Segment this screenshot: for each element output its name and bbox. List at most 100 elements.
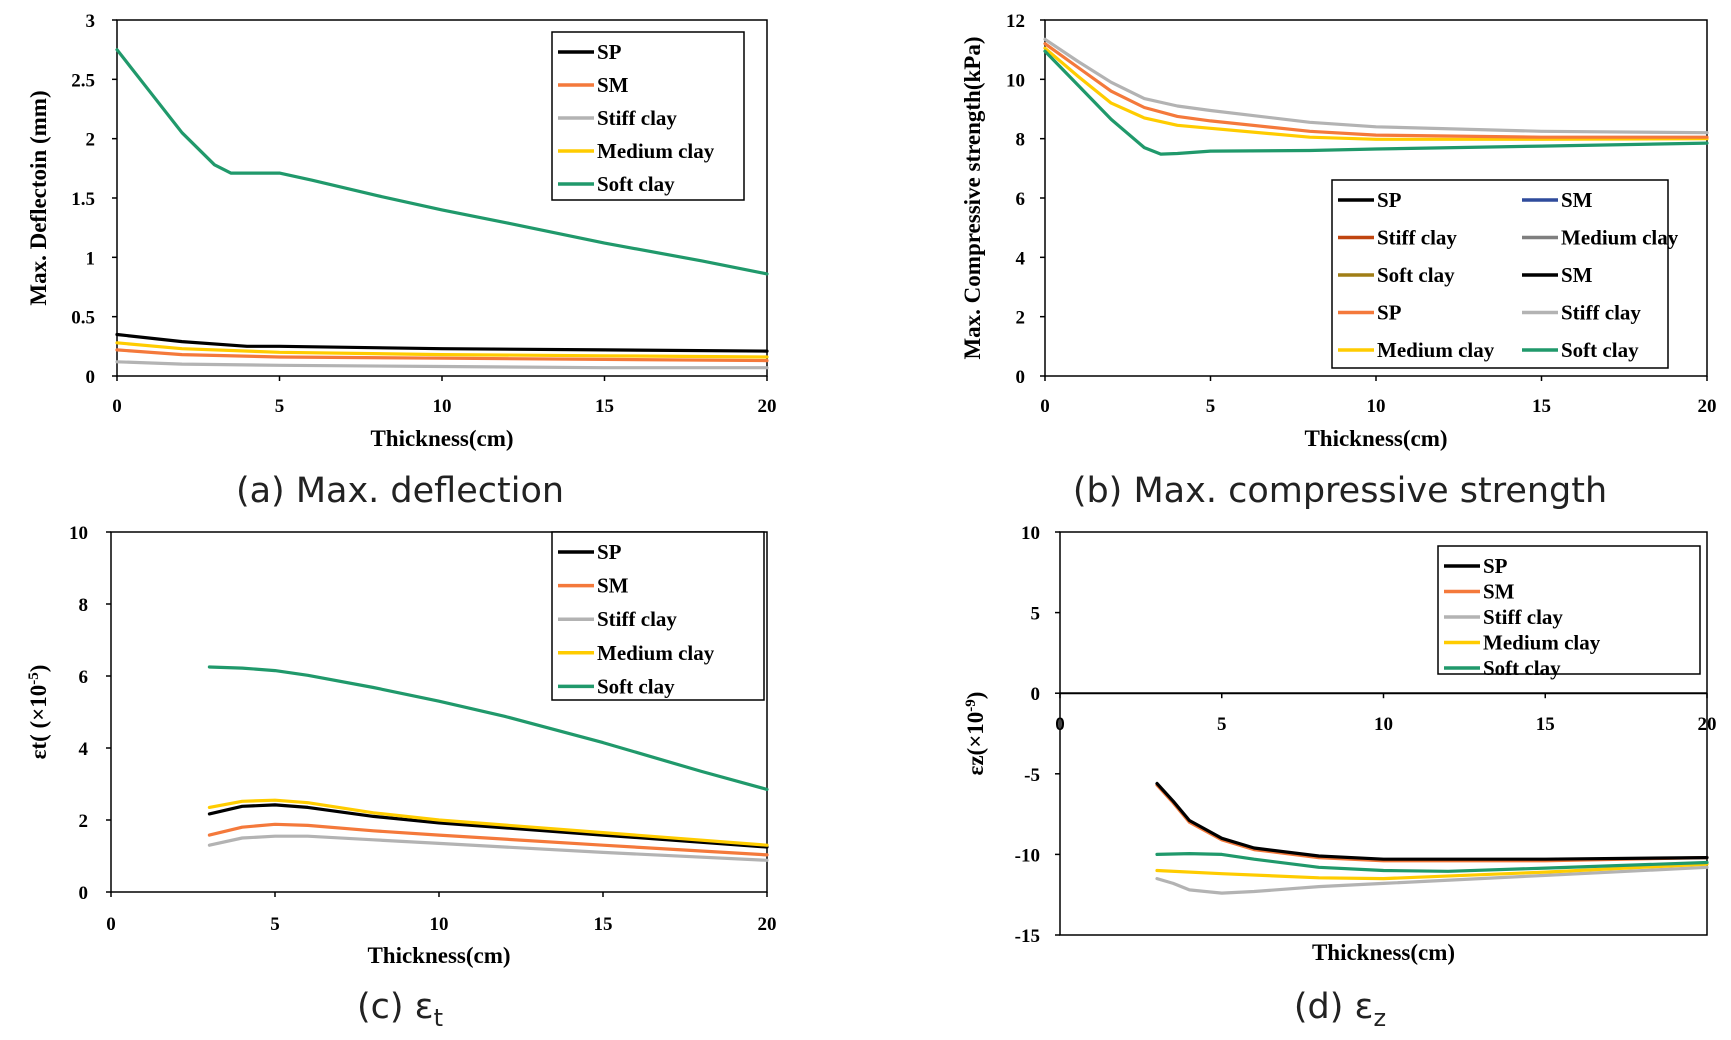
y-axis-title-exponent: -5	[26, 672, 42, 685]
y-tick-label: 10	[1006, 70, 1025, 91]
series-line-sp	[1155, 781, 1709, 861]
legend-item-medium-clay: Medium clay	[558, 139, 715, 163]
y-tick-label: 0	[1016, 367, 1026, 388]
legend-label: Stiff clay	[1483, 605, 1563, 629]
y-tick-label: 1	[86, 248, 96, 269]
legend-label: Medium clay	[1561, 226, 1679, 250]
y-tick-label: 1.5	[71, 189, 95, 210]
legend-item-sp: SP	[558, 540, 622, 564]
y-tick-label: 0	[79, 883, 89, 904]
legend-item-soft-clay: Soft clay	[558, 674, 675, 698]
x-tick-label: 0	[112, 396, 122, 417]
legend-label: Soft clay	[597, 674, 675, 698]
series-line-stiff-clay	[1155, 865, 1709, 895]
legend-label: SP	[1483, 554, 1508, 578]
y-tick-label: 2	[86, 130, 96, 151]
legend-item-medium-clay: Medium clay	[1444, 631, 1601, 655]
legend-item-stiff-clay: Stiff clay	[558, 607, 677, 631]
y-tick-label: 10	[1021, 523, 1040, 544]
y-tick-label: 4	[1016, 248, 1026, 269]
legend-label: Soft clay	[1561, 338, 1639, 362]
legend-item-medium-clay: Medium clay	[1522, 226, 1679, 250]
legend-label: SM	[597, 574, 629, 598]
x-tick-label: 0	[1055, 714, 1065, 735]
x-tick-label: 20	[1698, 396, 1717, 417]
y-tick-label: 2	[1016, 308, 1026, 329]
series-line-sp	[207, 803, 769, 849]
chart-c: 0 5 10 15 20 0 2 4 6 8 10 SP SM Stiff clay Medium clay…	[26, 523, 777, 1032]
series-line-medium-clay	[115, 341, 769, 359]
legend-label: Stiff clay	[597, 607, 677, 631]
legend-label: SP	[1377, 188, 1402, 212]
legend-label: SM	[1561, 263, 1593, 287]
panel-caption-subscript: z	[1373, 1004, 1386, 1032]
legend-label: SM	[597, 73, 629, 97]
x-axis-title: Thickness(cm)	[370, 426, 513, 451]
legend-label: Stiff clay	[597, 106, 677, 130]
y-tick-label: 8	[1016, 130, 1026, 151]
legend-item-sp: SP	[1338, 188, 1402, 212]
legend-label: Medium clay	[597, 139, 715, 163]
x-axis-title: Thickness(cm)	[1312, 940, 1455, 965]
legend-label: SM	[1561, 188, 1593, 212]
legend-box	[1331, 179, 1669, 369]
y-axis-title: εt( (×10-5)	[26, 665, 51, 760]
y-tick-label: 5	[1031, 604, 1041, 625]
legend-label: Medium clay	[597, 641, 715, 665]
x-tick-label: 0	[1040, 396, 1050, 417]
series-line-soft-clay	[1155, 851, 1709, 873]
x-tick-label: 20	[758, 396, 777, 417]
x-tick-label: 10	[430, 914, 449, 935]
legend-label: SM	[1483, 580, 1515, 604]
legend-item-medium-clay: Medium clay	[1338, 338, 1495, 362]
y-tick-label: 8	[79, 595, 89, 616]
y-axis-title: Max. Deflectoin (mm)	[26, 90, 51, 305]
y-tick-label: 10	[69, 523, 88, 544]
x-tick-label: 15	[1536, 714, 1555, 735]
legend-item-sm: SM	[1444, 580, 1515, 604]
y-tick-label: 0	[86, 367, 96, 388]
y-axis-title-exponent: -9	[963, 699, 979, 712]
x-tick-label: 15	[594, 914, 613, 935]
legend-label: SP	[597, 540, 622, 564]
legend-item-medium-clay: Medium clay	[558, 641, 715, 665]
series-line-medium-clay	[1043, 46, 1709, 141]
x-axis-title: Thickness(cm)	[367, 943, 510, 968]
x-tick-label: 10	[1374, 714, 1393, 735]
legend-box	[551, 531, 765, 701]
series-line-sm	[115, 348, 769, 363]
legend-label: SP	[1377, 301, 1402, 325]
series-line-stiff-clay	[115, 360, 769, 370]
series-line-sm	[207, 822, 769, 857]
legend-item-sm: SM	[1522, 188, 1593, 212]
y-tick-label: -5	[1024, 765, 1040, 786]
legend-label: Soft clay	[1377, 263, 1455, 287]
legend-item-stiff-clay: Stiff clay	[558, 106, 677, 130]
legend: SP SM Stiff clay Medium clay Soft clay SM SP St…	[1331, 179, 1679, 369]
legend-item-sp: SP	[558, 40, 622, 64]
x-tick-label: 5	[270, 914, 280, 935]
legend-item-soft-clay: Soft clay	[558, 172, 675, 196]
legend-label: SP	[597, 40, 622, 64]
y-tick-label: 6	[79, 667, 89, 688]
legend-item-sp: SP	[1444, 554, 1508, 578]
legend-item-stiff-clay: Stiff clay	[1522, 301, 1641, 325]
legend: SP SM Stiff clay Medium clay Soft clay	[551, 31, 745, 201]
series-line-medium-clay	[1155, 862, 1709, 881]
y-tick-label: 12	[1006, 11, 1025, 32]
x-tick-label: 20	[1698, 714, 1717, 735]
legend-item-stiff-clay: Stiff clay	[1338, 226, 1457, 250]
series-line-medium-clay	[207, 798, 769, 847]
legend-item-sp: SP	[1338, 301, 1402, 325]
y-tick-label: 2	[79, 811, 89, 832]
y-tick-label: 0	[1031, 684, 1041, 705]
panel-caption: (c) εt	[357, 987, 443, 1032]
chart-b: 0 5 10 15 20 0 2 4 6 8 10 12 SP SM Stiff clay Medium cl…	[960, 11, 1717, 511]
panel-caption: (d) εz	[1294, 987, 1386, 1032]
y-tick-label: -10	[1015, 845, 1040, 866]
legend-item-stiff-clay: Stiff clay	[1444, 605, 1563, 629]
legend-label: Soft clay	[1483, 656, 1561, 680]
y-axis-title-tail: )	[26, 665, 51, 673]
